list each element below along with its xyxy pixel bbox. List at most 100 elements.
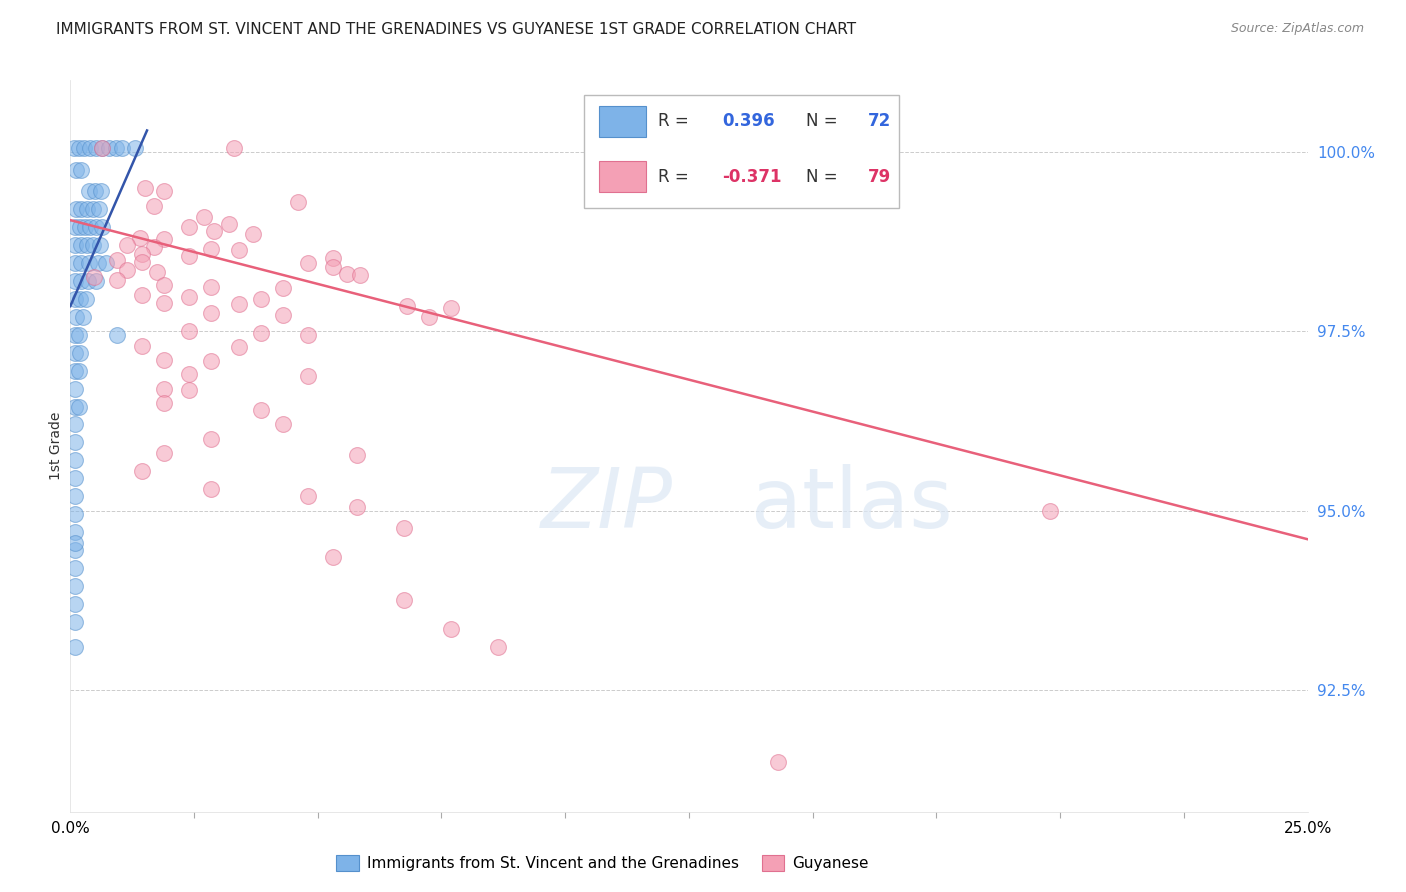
Point <box>250 326 273 340</box>
Point <box>146 265 169 279</box>
Point <box>131 254 153 268</box>
Point <box>218 217 240 231</box>
Point <box>84 274 107 288</box>
Point <box>200 354 222 368</box>
Point <box>65 524 87 539</box>
Point <box>271 281 294 295</box>
Point <box>153 396 176 410</box>
Point <box>83 270 105 285</box>
Point <box>82 202 104 217</box>
Point <box>486 640 509 654</box>
Point <box>143 240 166 254</box>
Text: R =: R = <box>658 112 695 130</box>
FancyBboxPatch shape <box>583 95 900 209</box>
Point <box>200 242 222 256</box>
Point <box>250 292 273 306</box>
Point <box>346 448 368 462</box>
Point <box>336 267 359 281</box>
Point <box>104 141 127 155</box>
Point <box>131 288 153 302</box>
Text: IMMIGRANTS FROM ST. VINCENT AND THE GRENADINES VS GUYANESE 1ST GRADE CORRELATION: IMMIGRANTS FROM ST. VINCENT AND THE GREN… <box>56 22 856 37</box>
Text: Source: ZipAtlas.com: Source: ZipAtlas.com <box>1230 22 1364 36</box>
Point <box>69 292 91 306</box>
Point <box>322 550 344 565</box>
Point <box>1039 503 1062 517</box>
Point <box>70 256 93 270</box>
Point <box>297 368 319 383</box>
Point <box>91 141 114 155</box>
Point <box>69 220 91 235</box>
Point <box>134 181 156 195</box>
Text: ZIP: ZIP <box>540 464 672 545</box>
Point <box>65 543 87 558</box>
Y-axis label: 1st Grade: 1st Grade <box>49 412 63 480</box>
Point <box>287 195 309 210</box>
Point <box>97 141 120 155</box>
Point <box>271 417 294 432</box>
Point <box>177 249 200 263</box>
Point <box>65 162 87 177</box>
Point <box>79 141 101 155</box>
Text: N =: N = <box>807 112 844 130</box>
FancyBboxPatch shape <box>599 106 645 136</box>
Point <box>153 295 176 310</box>
Point <box>131 464 153 478</box>
Point <box>177 368 200 382</box>
Point <box>67 327 90 342</box>
Point <box>65 364 87 378</box>
Point <box>67 400 90 414</box>
Point <box>65 400 87 414</box>
Point <box>177 383 200 397</box>
Point <box>65 597 87 611</box>
Point <box>77 185 100 199</box>
Point <box>228 244 250 258</box>
Point <box>91 141 114 155</box>
Point <box>65 453 87 467</box>
Text: R =: R = <box>658 168 695 186</box>
Point <box>65 327 87 342</box>
Point <box>395 299 418 313</box>
Point <box>177 290 200 304</box>
Point <box>153 353 176 368</box>
Point <box>153 232 176 246</box>
Point <box>65 561 87 575</box>
Point <box>177 324 200 338</box>
Point <box>70 274 93 288</box>
Text: 0.396: 0.396 <box>723 112 775 130</box>
Point <box>63 141 86 155</box>
Point <box>242 227 264 242</box>
Point <box>75 220 97 235</box>
Point <box>115 263 138 277</box>
Point <box>65 579 87 593</box>
Point <box>90 185 112 199</box>
Point <box>202 224 225 238</box>
Point <box>128 231 150 245</box>
Point <box>91 220 114 235</box>
Point <box>75 292 97 306</box>
Text: -0.371: -0.371 <box>723 168 782 186</box>
Point <box>394 593 416 607</box>
Point <box>222 141 245 155</box>
Legend: Immigrants from St. Vincent and the Grenadines, Guyanese: Immigrants from St. Vincent and the Gren… <box>330 849 875 877</box>
Point <box>633 141 655 155</box>
Point <box>115 238 138 252</box>
Point <box>322 251 344 265</box>
Point <box>131 338 153 352</box>
Point <box>65 202 87 217</box>
Point <box>418 310 440 324</box>
Point <box>65 640 87 654</box>
Point <box>297 489 319 503</box>
Point <box>271 308 294 322</box>
Point <box>193 210 215 224</box>
FancyBboxPatch shape <box>599 161 645 192</box>
Point <box>65 345 87 359</box>
Point <box>94 256 117 270</box>
Point <box>65 489 87 503</box>
Text: N =: N = <box>807 168 844 186</box>
Point <box>297 327 319 342</box>
Text: atlas: atlas <box>751 464 952 545</box>
Point <box>322 260 344 274</box>
Point <box>89 238 111 252</box>
Point <box>394 521 416 535</box>
Point <box>65 417 87 432</box>
